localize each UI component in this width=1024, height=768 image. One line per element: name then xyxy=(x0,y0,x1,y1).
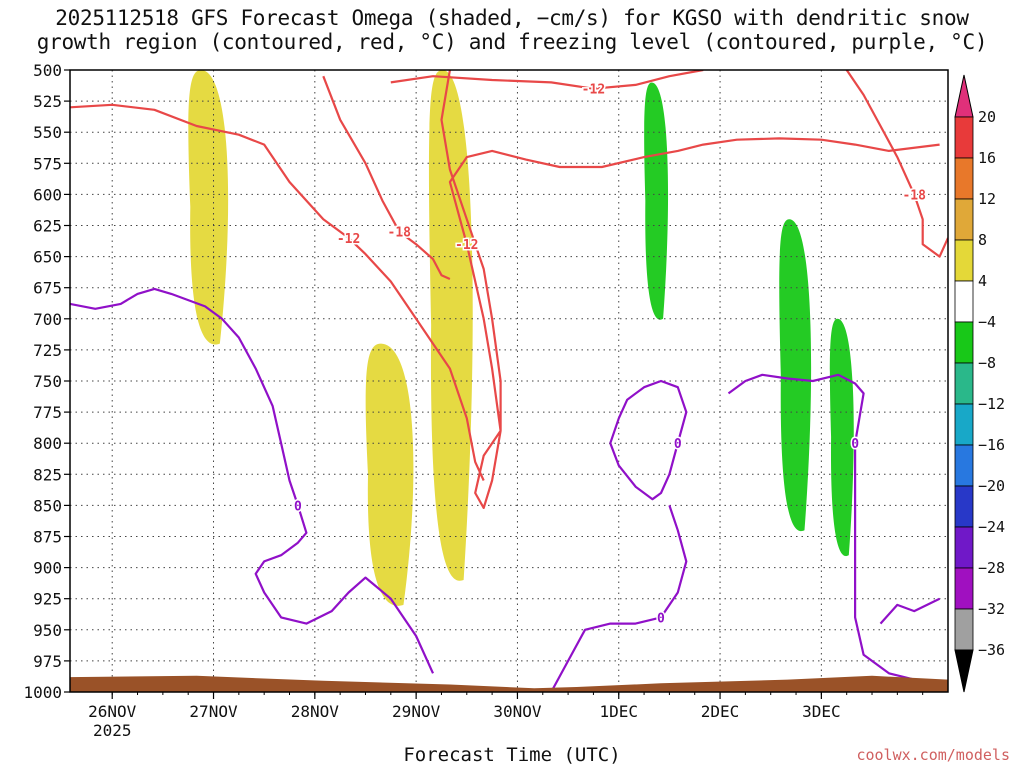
x-tick-label: 28NOV xyxy=(291,702,340,721)
freezing-level-contour xyxy=(727,373,940,684)
freezing-level-contour xyxy=(879,597,941,625)
colorbar-swatch xyxy=(954,198,974,241)
colorbar-label: −32 xyxy=(978,600,1005,618)
colorbar-top-arrow xyxy=(954,74,974,118)
colorbar-label: 12 xyxy=(978,190,996,208)
y-tick-label: 725 xyxy=(33,341,62,360)
snow-growth-contour xyxy=(440,70,940,509)
colorbar-label: −20 xyxy=(978,477,1005,495)
colorbar-label: −12 xyxy=(978,395,1005,413)
omega-region xyxy=(829,318,854,557)
x-year-label: 2025 xyxy=(93,721,132,740)
snow-growth-contour-label: -18 xyxy=(902,188,926,203)
freezing-level-contour-label: 0 xyxy=(674,437,682,452)
colorbar-label: −36 xyxy=(978,641,1005,659)
chart-title-line1: 2025112518 GFS Forecast Omega (shaded, −… xyxy=(55,6,969,30)
colorbar-label: 16 xyxy=(978,149,996,167)
y-axis: 500 525 550 575 600 625 650 675 700 725 750 775 800 8… xyxy=(23,61,70,702)
colorbar-swatch xyxy=(954,567,974,610)
y-tick-label: 600 xyxy=(33,185,62,204)
colorbar-label: 4 xyxy=(978,272,987,290)
snow-growth-contour-label: -12 xyxy=(337,232,360,247)
freezing-level-contour xyxy=(550,505,688,692)
freezing-level-contour xyxy=(70,287,435,674)
y-tick-label: 750 xyxy=(33,372,62,391)
x-tick-label: 29NOV xyxy=(392,702,441,721)
x-tick-label: 26NOV xyxy=(88,702,137,721)
x-tick-label: 30NOV xyxy=(493,702,542,721)
freezing-level-contour-label: 0 xyxy=(657,611,665,626)
colorbar-swatch xyxy=(954,239,974,282)
snow-growth-contour-label: -12 xyxy=(455,238,478,253)
y-tick-label: 950 xyxy=(33,621,62,640)
omega-region xyxy=(779,219,812,532)
contour-layer: -12 -18 -12 -12 -18 0 0 0 0 xyxy=(70,70,948,692)
y-tick-label: 525 xyxy=(33,92,62,111)
colorbar-swatch xyxy=(954,280,974,323)
omega-region xyxy=(188,70,229,345)
credit-text: coolwx.com/models xyxy=(856,746,1010,764)
colorbar-swatch xyxy=(954,526,974,569)
chart-title: 2025112518 GFS Forecast Omega (shaded, −… xyxy=(0,6,1024,54)
y-tick-label: 575 xyxy=(33,154,62,173)
y-tick-label: 900 xyxy=(33,559,62,578)
freezing-level-contour xyxy=(609,379,688,501)
x-axis-title: Forecast Time (UTC) xyxy=(403,744,621,766)
ground-surface xyxy=(70,675,948,692)
y-tick-label: 925 xyxy=(33,590,62,609)
y-tick-label: 700 xyxy=(33,310,62,329)
chart-title-line2: growth region (contoured, red, °C) and f… xyxy=(36,30,988,54)
colorbar: 20 16 12 8 4 −4 −8 −12 −16 −20 −24 −28 −32 −36 xyxy=(954,74,1005,693)
colorbar-label: −4 xyxy=(978,313,996,331)
y-tick-label: 875 xyxy=(33,528,62,547)
snow-growth-contour xyxy=(322,75,451,281)
y-tick-label: 825 xyxy=(33,465,62,484)
y-tick-label: 625 xyxy=(33,217,62,236)
x-axis: 26NOV 27NOV 28NOV 29NOV 30NOV 1DEC 2DEC 3DEC 202… xyxy=(88,692,924,740)
colorbar-swatch xyxy=(954,321,974,364)
freezing-level-contour-label: 0 xyxy=(851,437,859,452)
freezing-level-contour-label: 0 xyxy=(294,499,302,514)
x-tick-label: 3DEC xyxy=(802,702,841,721)
y-tick-label: 650 xyxy=(33,248,62,267)
snow-growth-contour xyxy=(845,70,948,258)
snow-growth-contour-label: -18 xyxy=(388,226,412,241)
colorbar-label: −8 xyxy=(978,354,996,372)
colorbar-swatch xyxy=(954,403,974,446)
snow-growth-contour xyxy=(390,70,704,90)
colorbar-bottom-arrow xyxy=(954,649,974,693)
colorbar-swatch xyxy=(954,116,974,159)
omega-region xyxy=(428,70,473,581)
colorbar-label: 8 xyxy=(978,231,987,249)
colorbar-swatch xyxy=(954,362,974,405)
snow-growth-contour xyxy=(70,103,485,481)
x-tick-label: 2DEC xyxy=(701,702,740,721)
colorbar-swatch xyxy=(954,485,974,528)
colorbar-swatch xyxy=(954,444,974,487)
colorbar-label: −24 xyxy=(978,518,1005,536)
y-tick-label: 850 xyxy=(33,496,62,515)
colorbar-swatch xyxy=(954,157,974,200)
y-tick-label: 775 xyxy=(33,403,62,422)
colorbar-label: −28 xyxy=(978,559,1005,577)
y-tick-label: 800 xyxy=(33,434,62,453)
colorbar-swatch xyxy=(954,608,974,651)
y-tick-label: 975 xyxy=(33,652,62,671)
y-tick-label: 550 xyxy=(33,123,62,142)
colorbar-label: −16 xyxy=(978,436,1005,454)
snow-growth-contour-label: -12 xyxy=(582,83,605,98)
x-tick-label: 1DEC xyxy=(599,702,638,721)
ground-layer xyxy=(70,675,948,692)
x-tick-label: 27NOV xyxy=(189,702,238,721)
y-tick-label: 675 xyxy=(33,279,62,298)
y-tick-label: 500 xyxy=(33,61,62,80)
y-tick-label: 1000 xyxy=(23,683,62,702)
gridlines xyxy=(70,70,948,692)
colorbar-label: 20 xyxy=(978,108,996,126)
omega-region xyxy=(644,82,669,320)
